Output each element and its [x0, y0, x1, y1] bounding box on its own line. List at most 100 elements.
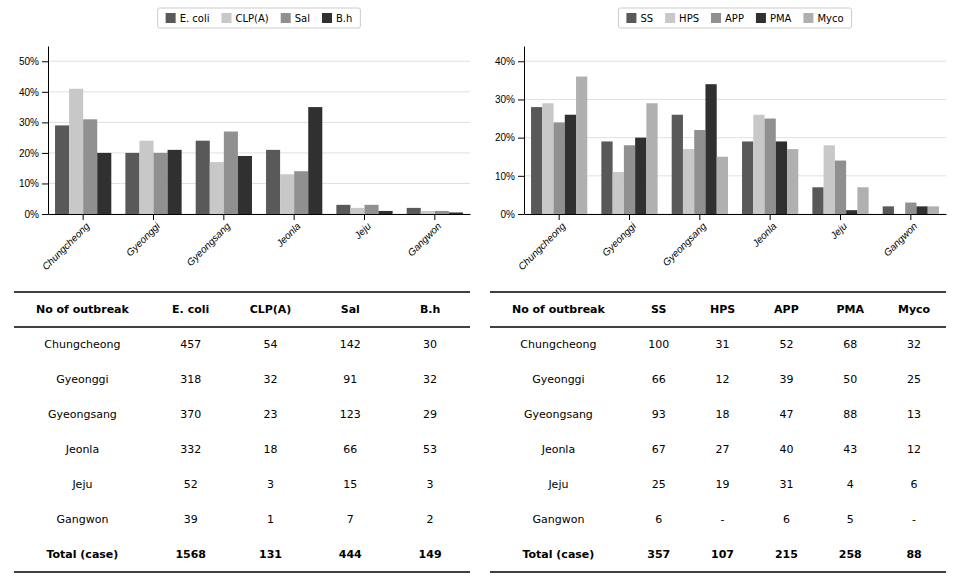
table-cell: 47	[779, 408, 793, 421]
table-cell: Gyeongsang	[48, 408, 117, 421]
table-cell: 12	[907, 443, 921, 456]
bar	[824, 145, 835, 214]
table-cell: 93	[652, 408, 666, 421]
x-tick-label: Gangwon	[881, 220, 919, 258]
legend-label: SS	[640, 13, 653, 24]
x-tick-mark	[153, 214, 154, 220]
table-cell: 23	[264, 408, 278, 421]
y-tick-label: 30%	[19, 117, 39, 128]
bar	[55, 125, 69, 214]
x-tick-mark	[559, 214, 560, 220]
bar	[542, 103, 553, 214]
table-cell: 444	[339, 548, 362, 561]
y-tick-mark	[518, 214, 524, 215]
y-tick: 20%	[495, 132, 524, 143]
y-tick-mark	[42, 92, 48, 93]
y-tick-mark	[42, 214, 48, 215]
y-tick-label: 0%	[25, 209, 40, 220]
table-cell: 66	[652, 373, 666, 386]
bar	[812, 187, 823, 214]
x-tick-label: Gangwon	[405, 220, 443, 258]
table-cell: 6	[655, 513, 662, 526]
bar	[238, 156, 252, 214]
table-cell: CLP(A)	[250, 303, 292, 316]
table-cell: 357	[647, 548, 670, 561]
table-row: No of outbreakSSHPSAPPPMAMyco	[512, 303, 931, 316]
table-cell: 31	[716, 338, 730, 351]
table-cell: 52	[779, 338, 793, 351]
bar	[846, 210, 857, 214]
x-tick-label: Jeonla	[273, 220, 303, 250]
table-row: Jeonla332186653	[65, 443, 437, 456]
x-axis: ChungcheongGyeonggiGyeongsangJeonlaJejuG…	[40, 214, 471, 272]
y-tick-mark	[518, 61, 524, 62]
legend: E. coliCLP(A)SalB.h	[158, 8, 361, 28]
x-tick-label: Chungcheong	[516, 220, 568, 272]
bar	[83, 119, 97, 214]
bar	[787, 149, 798, 214]
bar	[435, 211, 449, 214]
x-tick-mark	[434, 214, 435, 220]
x-tick-mark	[83, 214, 84, 220]
table-cell: 88	[843, 408, 857, 421]
y-tick-mark	[518, 176, 524, 177]
legend-swatch	[665, 13, 675, 23]
y-tick-mark	[42, 153, 48, 154]
y-tick: 0%	[25, 209, 48, 220]
y-tick-label: 0%	[501, 209, 516, 220]
y-tick: 10%	[495, 171, 524, 182]
x-tick-mark	[294, 214, 295, 220]
legend-swatch	[803, 13, 813, 23]
table-cell: 67	[652, 443, 666, 456]
bar	[196, 141, 210, 214]
x-tick-mark	[223, 214, 224, 220]
legend-swatch	[221, 13, 231, 23]
table-row: Gyeonggi6612395025	[532, 373, 921, 386]
bar	[624, 145, 635, 214]
legend-box	[618, 8, 851, 28]
bar	[705, 84, 716, 214]
y-tick-label: 50%	[19, 56, 39, 67]
table-cell: 3	[427, 478, 434, 491]
y-tick: 10%	[19, 178, 48, 189]
grid-line	[48, 122, 470, 123]
table-cell: 1	[267, 513, 274, 526]
table-cell: Total (case)	[46, 548, 118, 561]
table-cell: 107	[711, 548, 734, 561]
table-cell: 27	[716, 443, 730, 456]
table-cell: 30	[423, 338, 437, 351]
table-cell: 123	[340, 408, 361, 421]
legend-label: E. coli	[180, 13, 210, 24]
grid-line	[48, 61, 470, 62]
bar	[379, 211, 393, 214]
x-tick: Gyeongsang	[184, 214, 232, 268]
table-row: Total (case)35710721525888	[522, 548, 921, 561]
x-tick-label: Gyeonggi	[600, 220, 639, 259]
bar	[407, 208, 421, 214]
x-tick: Gyeonggi	[600, 214, 639, 258]
legend-item: Myco	[803, 13, 843, 24]
table-cell: 43	[843, 443, 857, 456]
bar-chart: 0%10%20%30%40%50%ChungcheongGyeonggiGyeo…	[19, 8, 471, 272]
y-tick: 50%	[19, 56, 48, 67]
table-cell: Gangwon	[56, 513, 108, 526]
legend-item: SS	[626, 13, 653, 24]
table-row: Gangwon39172	[56, 513, 433, 526]
table-cell: 18	[716, 408, 730, 421]
table-row: Gyeongsang3702312329	[48, 408, 437, 421]
legend-label: CLP(A)	[235, 13, 268, 24]
y-tick: 0%	[501, 209, 524, 220]
legend-swatch	[711, 13, 721, 23]
bar	[168, 150, 182, 214]
x-tick-label: Gyeongsang	[184, 220, 232, 268]
table-cell: Total (case)	[522, 548, 594, 561]
x-tick-mark	[770, 214, 771, 220]
bars	[55, 89, 463, 214]
legend: SSHPSAPPPMAMyco	[618, 8, 851, 28]
x-tick-mark	[699, 214, 700, 220]
bar	[576, 77, 587, 214]
bar	[635, 138, 646, 214]
table-cell: 149	[419, 548, 442, 561]
y-axis-line	[48, 47, 49, 215]
y-tick: 40%	[19, 87, 48, 98]
